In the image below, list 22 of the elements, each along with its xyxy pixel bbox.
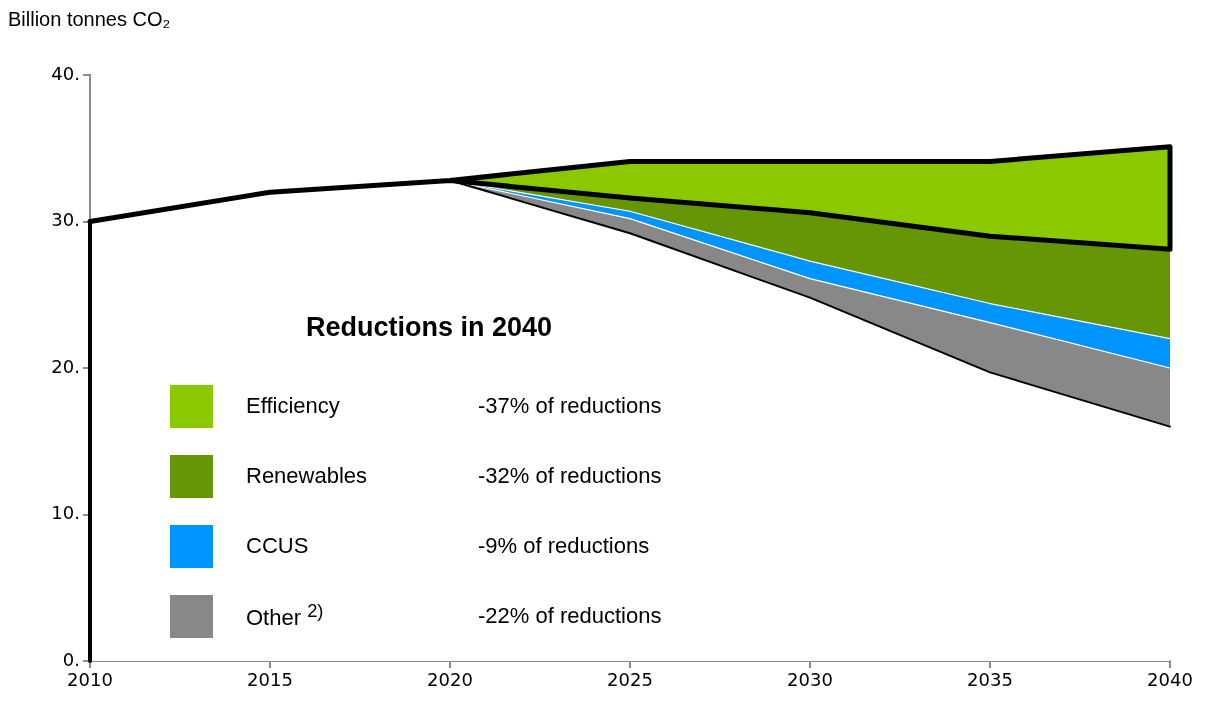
legend-label: Renewables (246, 463, 369, 489)
annotation: -9% of reductions (478, 533, 650, 559)
legend-label: Other $^{2)}$ (246, 600, 325, 632)
x-tick-label: 2020 (427, 669, 473, 691)
legend-title: Reductions in 2040 (306, 312, 554, 343)
y-tick-label: 0. (62, 648, 80, 670)
annotation: -22% of reductions (478, 603, 662, 629)
legend-label: Efficiency (246, 393, 341, 419)
x-tick-label: 2010 (67, 669, 113, 691)
legend-label: CCUS (246, 533, 310, 559)
x-tick-label: 2015 (247, 669, 293, 691)
x-tick-label: 2025 (607, 669, 653, 691)
x-tick-label: 2030 (787, 669, 833, 691)
annotation: -32% of reductions (478, 463, 662, 489)
y-tick-label: 10. (51, 502, 80, 524)
x-tick-label: 2040 (1147, 669, 1193, 691)
annotation: -37% of reductions (478, 393, 662, 419)
y-tick-label: 30. (51, 209, 80, 231)
y-tick-label: 40. (51, 62, 80, 84)
y-tick-label: 20. (51, 355, 80, 377)
x-tick-label: 2035 (967, 669, 1013, 691)
y-axis-title: Billion tonnes CO₂ (8, 8, 171, 31)
